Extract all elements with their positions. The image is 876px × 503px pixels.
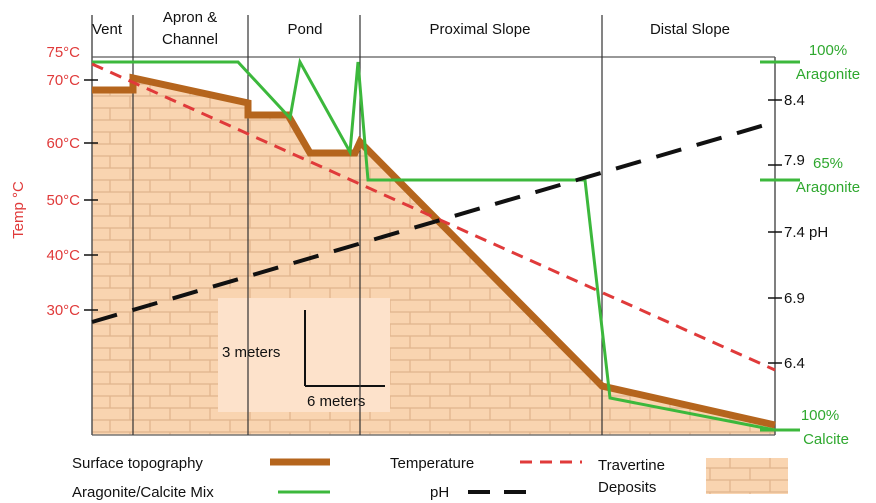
tick-label: 60°C: [46, 135, 80, 152]
tick-label: 70°C: [46, 72, 80, 89]
legend-label: Deposits: [598, 479, 656, 496]
zone-label: Channel: [162, 31, 218, 48]
legend-swatch: [706, 458, 788, 494]
tick-label: 6.9: [784, 290, 805, 307]
tick-label: 75°C: [46, 44, 80, 61]
tick-label: 7.9: [784, 152, 805, 169]
scale-horizontal-label: 6 meters: [307, 393, 365, 410]
tick-label: Aragonite: [796, 66, 860, 83]
tick-label: 6.4: [784, 355, 805, 372]
tick-label: 65%: [813, 155, 843, 172]
scale-vertical-label: 3 meters: [222, 344, 280, 361]
zone-label: Apron &: [163, 9, 217, 26]
zone-label: Distal Slope: [650, 21, 730, 38]
legend-label: Surface topography: [72, 455, 203, 472]
legend-label: Aragonite/Calcite Mix: [72, 484, 214, 501]
tick-label: Aragonite: [796, 179, 860, 196]
legend-label: Travertine: [598, 457, 665, 474]
tick-label: 30°C: [46, 302, 80, 319]
tick-label: 40°C: [46, 247, 80, 264]
travertine-deposits: [92, 78, 775, 435]
tick-label: 100%: [801, 407, 839, 424]
axis-title: Temp °C: [10, 181, 27, 239]
legend-label: Temperature: [390, 455, 474, 472]
tick-label: 8.4: [784, 92, 805, 109]
tick-label: Calcite: [803, 431, 849, 448]
legend: Surface topography Aragonite/Calcite Mix…: [72, 455, 788, 501]
tick-label: 50°C: [46, 192, 80, 209]
tick-label: 7.4 pH: [784, 224, 828, 241]
plot: 3 meters 6 meters: [92, 15, 775, 435]
zone-label: Vent: [92, 21, 123, 38]
tick-label: 100%: [809, 42, 847, 59]
zone-label: Pond: [287, 21, 322, 38]
legend-label: pH: [430, 484, 449, 501]
temperature-axis: Temp °C 75°C 70°C 60°C 50°C 40°C 30°C: [10, 44, 98, 319]
ph-axis: 8.4 7.9 7.4 pH 6.9 6.4: [768, 92, 828, 372]
zone-labels: Vent Apron & Channel Pond Proximal Slope…: [92, 9, 730, 48]
diagram: 3 meters 6 meters Vent Apron & Channel P…: [0, 0, 876, 503]
zone-label: Proximal Slope: [430, 21, 531, 38]
